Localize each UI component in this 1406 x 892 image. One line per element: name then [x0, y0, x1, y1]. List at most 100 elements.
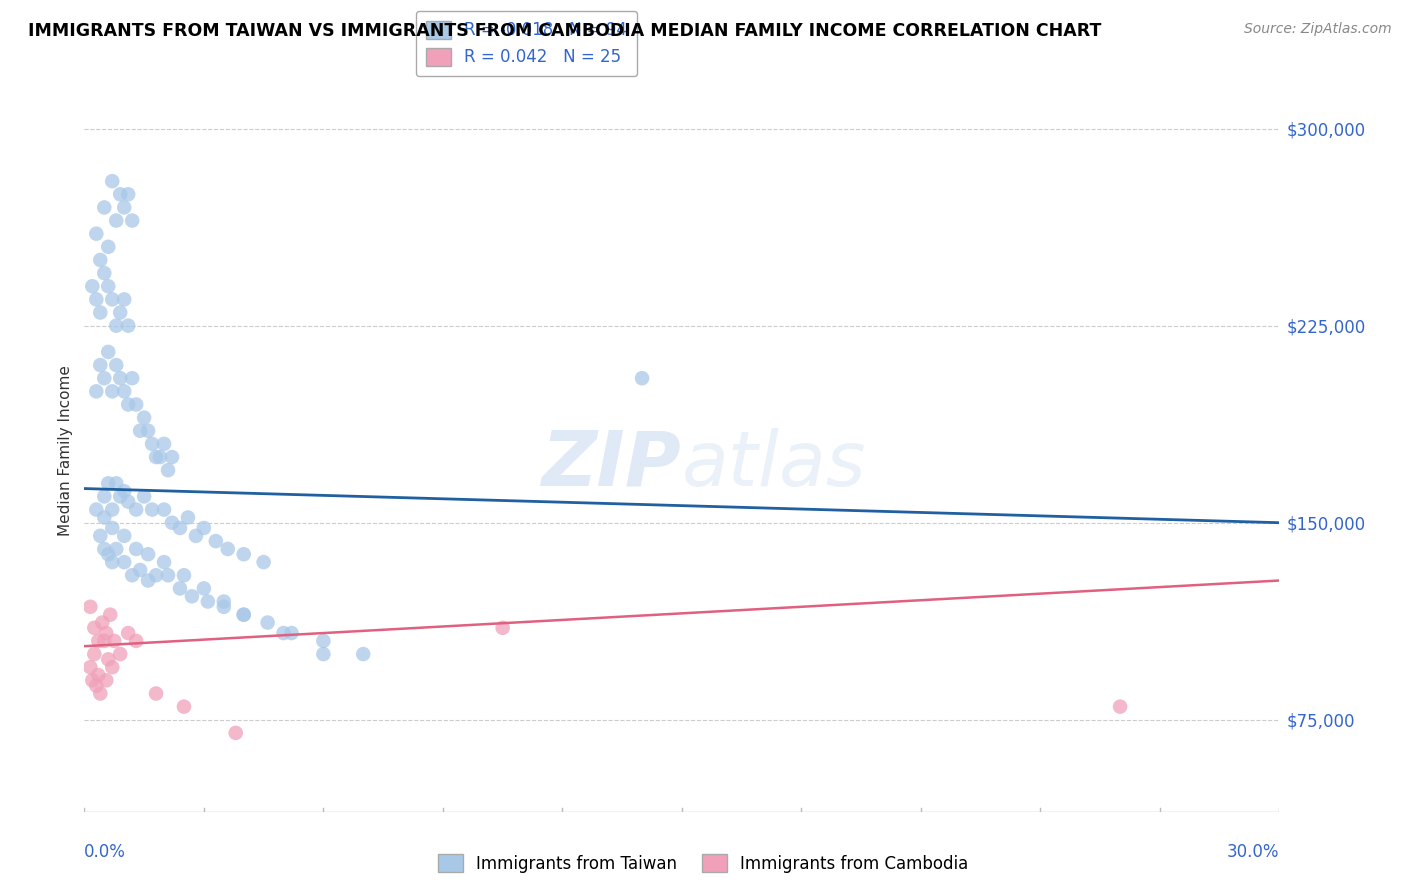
Point	[112, 384, 135, 399]
Point	[193, 582, 215, 596]
Point	[87, 634, 110, 648]
Point	[184, 529, 207, 543]
Point	[169, 521, 191, 535]
Point	[93, 201, 115, 215]
Point	[91, 615, 114, 630]
Point	[110, 305, 132, 319]
Point	[79, 660, 101, 674]
Point	[96, 673, 118, 688]
Point	[253, 555, 276, 569]
Point	[82, 279, 104, 293]
Point	[205, 534, 228, 549]
Point	[136, 547, 159, 561]
Point	[232, 547, 254, 561]
Point	[117, 187, 139, 202]
Point	[312, 634, 335, 648]
Point	[93, 371, 115, 385]
Point	[110, 647, 132, 661]
Text: ZIP: ZIP	[543, 428, 682, 502]
Point	[273, 626, 295, 640]
Point	[89, 358, 111, 372]
Point	[153, 437, 176, 451]
Point	[103, 634, 125, 648]
Point	[132, 490, 156, 504]
Point	[101, 502, 124, 516]
Point	[153, 555, 176, 569]
Y-axis label: Median Family Income: Median Family Income	[58, 365, 73, 536]
Point	[83, 647, 105, 661]
Point	[110, 490, 132, 504]
Point	[93, 490, 115, 504]
Point	[132, 410, 156, 425]
Point	[105, 476, 128, 491]
Point	[83, 621, 105, 635]
Point	[145, 686, 167, 700]
Point	[145, 450, 167, 464]
Point	[110, 371, 132, 385]
Point	[129, 424, 152, 438]
Point	[212, 599, 235, 614]
Point	[97, 476, 120, 491]
Point	[492, 621, 515, 635]
Point	[117, 494, 139, 508]
Point	[157, 463, 180, 477]
Point	[101, 555, 124, 569]
Point	[173, 699, 195, 714]
Point	[112, 201, 135, 215]
Point	[173, 568, 195, 582]
Point	[232, 607, 254, 622]
Point	[352, 647, 374, 661]
Point	[121, 213, 143, 227]
Point	[82, 673, 104, 688]
Point	[129, 563, 152, 577]
Point	[93, 541, 115, 556]
Point	[101, 174, 124, 188]
Point	[160, 450, 183, 464]
Text: IMMIGRANTS FROM TAIWAN VS IMMIGRANTS FROM CAMBODIA MEDIAN FAMILY INCOME CORRELAT: IMMIGRANTS FROM TAIWAN VS IMMIGRANTS FRO…	[28, 22, 1101, 40]
Point	[101, 521, 124, 535]
Point	[117, 626, 139, 640]
Point	[86, 293, 108, 307]
Point	[105, 358, 128, 372]
Point	[121, 568, 143, 582]
Point	[101, 660, 124, 674]
Point	[93, 510, 115, 524]
Point	[97, 240, 120, 254]
Point	[87, 668, 110, 682]
Point	[86, 679, 108, 693]
Point	[86, 227, 108, 241]
Point	[141, 437, 163, 451]
Point	[149, 450, 172, 464]
Point	[98, 607, 121, 622]
Point	[141, 502, 163, 516]
Point	[631, 371, 654, 385]
Point	[112, 555, 135, 569]
Point	[145, 568, 167, 582]
Point	[117, 397, 139, 411]
Point	[105, 541, 128, 556]
Point	[181, 589, 204, 603]
Point	[105, 213, 128, 227]
Point	[125, 397, 148, 411]
Point	[86, 384, 108, 399]
Point	[89, 529, 111, 543]
Legend: R = -0.018   N = 94, R = 0.042   N = 25: R = -0.018 N = 94, R = 0.042 N = 25	[416, 11, 637, 77]
Text: Source: ZipAtlas.com: Source: ZipAtlas.com	[1244, 22, 1392, 37]
Point	[125, 541, 148, 556]
Point	[89, 305, 111, 319]
Point	[112, 293, 135, 307]
Legend: Immigrants from Taiwan, Immigrants from Cambodia: Immigrants from Taiwan, Immigrants from …	[430, 847, 976, 880]
Point	[97, 345, 120, 359]
Point	[136, 574, 159, 588]
Point	[225, 726, 247, 740]
Point	[125, 502, 148, 516]
Point	[93, 634, 115, 648]
Point	[169, 582, 191, 596]
Point	[177, 510, 200, 524]
Point	[1109, 699, 1132, 714]
Point	[97, 279, 120, 293]
Point	[101, 384, 124, 399]
Point	[79, 599, 101, 614]
Point	[312, 647, 335, 661]
Point	[160, 516, 183, 530]
